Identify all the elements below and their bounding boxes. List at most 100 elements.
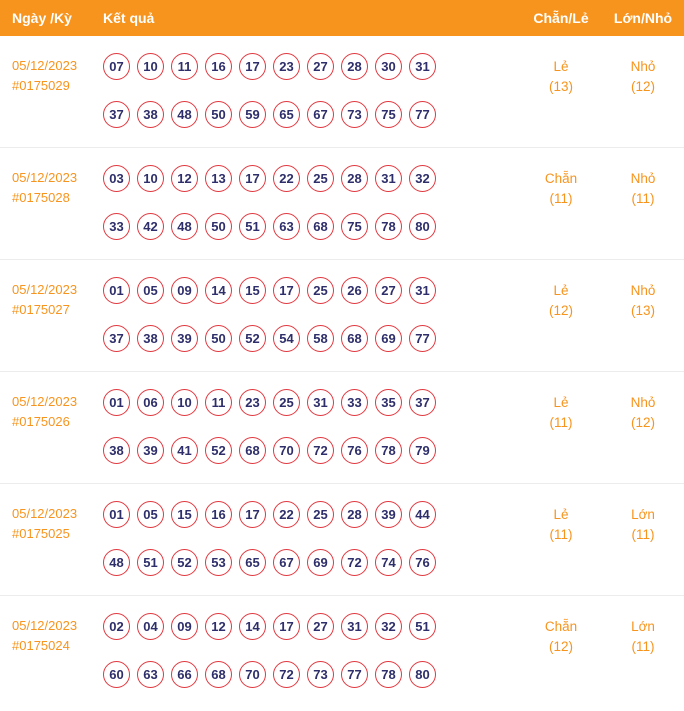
big-small-label: Nhỏ: [630, 171, 656, 186]
header-even-odd: Chẵn/Lẻ: [533, 10, 589, 26]
draw-date: 05/12/2023: [12, 282, 78, 297]
number-ball: 48: [171, 213, 198, 240]
result-row: 05/12/2023 #0175028 03 10 12 13 17 22 25 28 31 32…: [0, 148, 684, 260]
number-ball: 14: [205, 277, 232, 304]
result-row: 05/12/2023 #0175029 07 10 11 16 17 23 27 28 30 31…: [0, 36, 684, 148]
number-ball: 77: [409, 325, 436, 352]
draw-period: #0175027: [12, 302, 70, 317]
number-ball: 52: [171, 549, 198, 576]
big-small-label: Nhỏ: [630, 395, 656, 410]
numbers-line-2: 38 39 41 52 68 70 72 76 78 79: [103, 437, 520, 464]
number-ball: 79: [409, 437, 436, 464]
draw-numbers: 07 10 11 16 17 23 27 28 30 31 37 38 48 50 59 65 67 73 75 7…: [100, 53, 520, 128]
number-ball: 52: [239, 325, 266, 352]
table-header: Ngày /Kỳ Kết quả Chẵn/Lẻ Lớn/Nhỏ: [0, 0, 684, 36]
number-ball: 13: [205, 165, 232, 192]
number-ball: 70: [273, 437, 300, 464]
draw-date: 05/12/2023: [12, 506, 78, 521]
number-ball: 28: [341, 165, 368, 192]
numbers-line-2: 60 63 66 68 70 72 73 77 78 80: [103, 661, 520, 688]
result-row: 05/12/2023 #0175027 01 05 09 14 15 17 25 26 27 31…: [0, 260, 684, 372]
number-ball: 37: [103, 101, 130, 128]
draw-date: 05/12/2023: [12, 618, 78, 633]
number-ball: 74: [375, 549, 402, 576]
number-ball: 16: [205, 53, 232, 80]
number-ball: 32: [375, 613, 402, 640]
number-ball: 72: [307, 437, 334, 464]
even-odd-label: Lẻ: [553, 395, 569, 410]
number-ball: 35: [375, 389, 402, 416]
big-small-stat: Nhỏ (12): [602, 53, 684, 128]
number-ball: 52: [205, 437, 232, 464]
draw-info: 05/12/2023 #0175029: [0, 53, 100, 128]
numbers-line-1: 03 10 12 13 17 22 25 28 31 32: [103, 165, 520, 192]
number-ball: 51: [137, 549, 164, 576]
number-ball: 15: [239, 277, 266, 304]
header-big-small: Lớn/Nhỏ: [613, 10, 673, 26]
even-odd-label: Chẵn: [544, 171, 578, 186]
even-odd-label: Lẻ: [553, 59, 569, 74]
big-small-count: (12): [630, 415, 655, 430]
number-ball: 51: [239, 213, 266, 240]
number-ball: 67: [307, 101, 334, 128]
even-odd-label: Lẻ: [553, 283, 569, 298]
numbers-line-2: 33 42 48 50 51 63 68 75 78 80: [103, 213, 520, 240]
number-ball: 17: [239, 165, 266, 192]
number-ball: 72: [273, 661, 300, 688]
number-ball: 01: [103, 389, 130, 416]
big-small-count: (11): [631, 527, 655, 542]
even-odd-stat: Lẻ (12): [520, 277, 602, 352]
number-ball: 39: [375, 501, 402, 528]
even-odd-stat: Lẻ (11): [520, 501, 602, 576]
even-odd-stat: Lẻ (13): [520, 53, 602, 128]
number-ball: 10: [137, 165, 164, 192]
draw-info: 05/12/2023 #0175024: [0, 613, 100, 688]
number-ball: 60: [103, 661, 130, 688]
draw-info: 05/12/2023 #0175027: [0, 277, 100, 352]
number-ball: 77: [341, 661, 368, 688]
even-odd-count: (11): [549, 415, 573, 430]
number-ball: 09: [171, 277, 198, 304]
number-ball: 78: [375, 213, 402, 240]
numbers-line-1: 01 05 09 14 15 17 25 26 27 31: [103, 277, 520, 304]
number-ball: 39: [171, 325, 198, 352]
number-ball: 48: [103, 549, 130, 576]
number-ball: 32: [409, 165, 436, 192]
draw-info: 05/12/2023 #0175028: [0, 165, 100, 240]
table-body: 05/12/2023 #0175029 07 10 11 16 17 23 27 28 30 31…: [0, 36, 684, 707]
number-ball: 11: [205, 389, 232, 416]
number-ball: 02: [103, 613, 130, 640]
number-ball: 69: [307, 549, 334, 576]
big-small-count: (12): [630, 79, 655, 94]
number-ball: 73: [307, 661, 334, 688]
number-ball: 17: [239, 53, 266, 80]
number-ball: 01: [103, 501, 130, 528]
number-ball: 63: [137, 661, 164, 688]
draw-period: #0175026: [12, 414, 70, 429]
number-ball: 06: [137, 389, 164, 416]
number-ball: 17: [273, 613, 300, 640]
number-ball: 63: [273, 213, 300, 240]
number-ball: 31: [409, 53, 436, 80]
number-ball: 59: [239, 101, 266, 128]
big-small-count: (11): [631, 191, 655, 206]
number-ball: 70: [239, 661, 266, 688]
number-ball: 68: [341, 325, 368, 352]
number-ball: 10: [137, 53, 164, 80]
numbers-line-2: 48 51 52 53 65 67 69 72 74 76: [103, 549, 520, 576]
number-ball: 75: [375, 101, 402, 128]
big-small-count: (13): [630, 303, 655, 318]
number-ball: 31: [409, 277, 436, 304]
even-odd-count: (12): [548, 303, 573, 318]
header-date-period: Ngày /Kỳ: [12, 10, 72, 26]
number-ball: 07: [103, 53, 130, 80]
number-ball: 26: [341, 277, 368, 304]
number-ball: 25: [307, 277, 334, 304]
number-ball: 14: [239, 613, 266, 640]
number-ball: 50: [205, 213, 232, 240]
number-ball: 27: [307, 53, 334, 80]
draw-numbers: 01 06 10 11 23 25 31 33 35 37 38 39 41 52 68 70 72 76 78 7…: [100, 389, 520, 464]
number-ball: 30: [375, 53, 402, 80]
result-row: 05/12/2023 #0175025 01 05 15 16 17 22 25 28 39 44…: [0, 484, 684, 596]
